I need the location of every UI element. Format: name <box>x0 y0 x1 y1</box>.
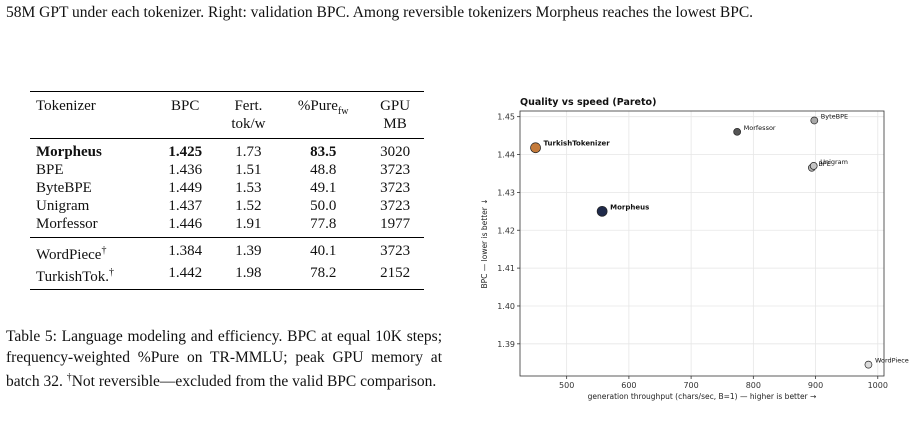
results-table-wrap: Tokenizer BPC Fert. tok/w %Purefw GPU MB M… <box>30 91 424 290</box>
table-body-extra: WordPiece† 1.384 1.39 40.1 3723 TurkishTok.† 1… <box>30 237 424 290</box>
cell-tokenizer: Unigram <box>36 198 90 214</box>
dagger-mark: † <box>101 245 107 256</box>
table-row: ByteBPE 1.449 1.53 49.1 3723 <box>30 179 424 197</box>
point-label: ByteBPE <box>821 112 848 120</box>
cell-gpu: 3723 <box>366 237 424 264</box>
x-tick-label: 800 <box>746 381 761 390</box>
cell-pure: 50.0 <box>310 198 337 214</box>
cell-bpc: 1.384 <box>153 237 217 264</box>
cell-tokenizer: ByteBPE <box>36 180 92 196</box>
cell-bpc: 1.425 <box>168 144 203 160</box>
y-tick-label: 1.42 <box>497 226 515 235</box>
data-point <box>530 142 541 154</box>
y-tick-label: 1.40 <box>497 302 515 311</box>
cell-pure: 77.8 <box>310 216 337 232</box>
table-caption-note: Not reversible—excluded from the valid B… <box>71 373 437 391</box>
header-fertility: Fert. tok/w <box>231 98 266 132</box>
x-tick-label: 500 <box>559 381 574 390</box>
point-label: BPE <box>818 160 831 168</box>
y-tick-label: 1.39 <box>497 340 515 349</box>
cell-fertility: 1.51 <box>235 162 262 178</box>
chart-title: Quality vs speed (Pareto) <box>520 97 656 108</box>
cell-fertility: 1.39 <box>216 237 281 264</box>
x-tick-label: 900 <box>808 381 823 390</box>
point-label: TurkishTokenizer <box>544 140 611 148</box>
table-row: Morpheus 1.425 1.73 83.5 3020 <box>30 139 424 162</box>
cell-tokenizer: TurkishTok.† <box>30 264 154 290</box>
y-tick-label: 1.43 <box>497 188 515 197</box>
cell-fertility: 1.91 <box>235 216 262 232</box>
cell-pure: 83.5 <box>310 144 337 160</box>
table-row: Morfessor 1.446 1.91 77.8 1977 <box>30 215 424 238</box>
cell-fertility: 1.52 <box>235 198 262 214</box>
cell-gpu: 3020 <box>380 144 411 160</box>
point-label: Unigram <box>820 158 848 166</box>
y-axis-label: BPC — lower is better ↓ <box>480 198 489 288</box>
cell-fertility: 1.53 <box>235 180 262 196</box>
cell-tokenizer: Morpheus <box>36 144 102 160</box>
header-pure: %Purefw <box>297 98 349 117</box>
table-caption-dagger: † <box>66 372 72 383</box>
table-caption: Table 5: Language modeling and efficienc… <box>6 327 442 393</box>
data-point <box>809 162 818 170</box>
data-point <box>733 127 742 136</box>
cell-bpc: 1.437 <box>168 198 203 214</box>
cell-pure: 78.2 <box>280 264 367 290</box>
data-point <box>596 205 608 217</box>
cell-bpc: 1.436 <box>168 162 203 178</box>
cell-tokenizer: WordPiece† <box>30 237 154 264</box>
point-label: WordPiece <box>875 357 909 365</box>
y-tick-label: 1.41 <box>497 264 515 273</box>
header-tokenizer: Tokenizer <box>36 98 96 114</box>
cell-fertility: 1.98 <box>216 264 281 290</box>
cell-gpu: 3723 <box>380 198 411 214</box>
cell-gpu: 3723 <box>380 162 411 178</box>
table-row: Unigram 1.437 1.52 50.0 3723 <box>30 197 424 215</box>
table-row: TurkishTok.† 1.442 1.98 78.2 2152 <box>30 264 424 290</box>
plot-frame <box>519 110 885 377</box>
x-axis-label: generation throughput (chars/sec, B=1) —… <box>588 392 817 401</box>
cell-gpu: 1977 <box>380 216 411 232</box>
y-tick-label: 1.45 <box>497 113 515 122</box>
point-label: Morpheus <box>610 203 649 211</box>
cell-bpc: 1.449 <box>168 180 203 196</box>
cell-pure: 49.1 <box>310 180 337 196</box>
cell-gpu: 3723 <box>380 180 411 196</box>
data-point <box>864 360 873 369</box>
cell-pure: 40.1 <box>280 237 367 264</box>
point-label: Morfessor <box>744 124 776 132</box>
x-tick-label: 700 <box>683 381 698 390</box>
x-tick-label: 600 <box>621 381 636 390</box>
top-caption: 58M GPT under each tokenizer. Right: val… <box>6 4 754 21</box>
dagger-mark: † <box>109 267 115 278</box>
table-body-main: Morpheus 1.425 1.73 83.5 3020 BPE 1.436 1.51 48.… <box>30 139 424 238</box>
cell-tokenizer: Morfessor <box>36 216 98 232</box>
header-bpc: BPC <box>171 98 200 114</box>
cell-pure: 48.8 <box>310 162 337 178</box>
pareto-chart-svg: Quality vs speed (Pareto) 500 600 700 800 900… <box>480 97 909 401</box>
x-tick-label: 1000 <box>868 381 888 390</box>
table-caption-text: Table 5: Language modeling and efficienc… <box>6 328 442 391</box>
pareto-chart: Quality vs speed (Pareto) 500 600 700 800 900… <box>474 93 921 415</box>
cell-tokenizer: BPE <box>36 162 64 178</box>
table-header-row: Tokenizer BPC Fert. tok/w %Purefw GPU MB <box>30 91 424 139</box>
header-gpu: GPU MB <box>380 98 411 132</box>
cell-bpc: 1.446 <box>168 216 203 232</box>
y-tick-label: 1.44 <box>497 151 515 160</box>
table-row: WordPiece† 1.384 1.39 40.1 3723 <box>30 237 424 264</box>
cell-gpu: 2152 <box>366 264 424 290</box>
data-point <box>810 116 819 125</box>
table-row: BPE 1.436 1.51 48.8 3723 <box>30 161 424 179</box>
cell-fertility: 1.73 <box>235 144 262 160</box>
cell-bpc: 1.442 <box>153 264 217 290</box>
results-table: Tokenizer BPC Fert. tok/w %Purefw GPU MB M… <box>30 91 424 290</box>
